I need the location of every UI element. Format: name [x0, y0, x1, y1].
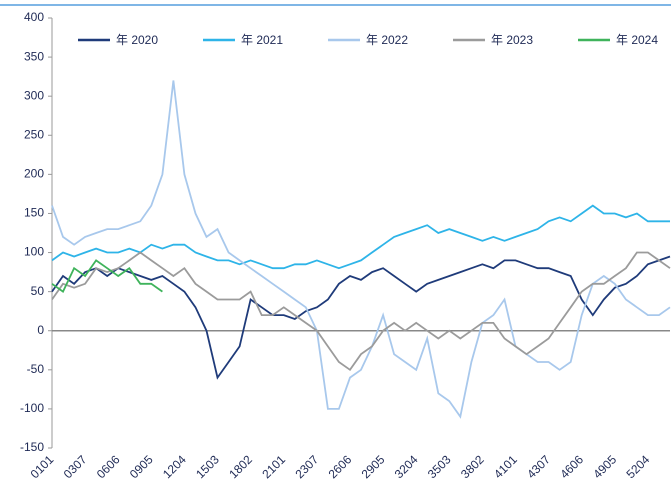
series-line: [51, 255, 671, 380]
x-tick-label: 0101: [28, 452, 57, 481]
y-tick-label: 250: [24, 127, 44, 141]
x-tick-label: 2606: [326, 452, 355, 481]
x-tick-label: 0606: [94, 452, 123, 481]
y-tick-label: 100: [24, 245, 44, 259]
x-tick-label: 2905: [359, 452, 388, 481]
x-tick-label: 4307: [524, 452, 553, 481]
x-tick-label: 5204: [624, 452, 653, 481]
y-tick-label: 400: [24, 10, 44, 24]
legend-label: 年 2024: [616, 33, 658, 47]
x-tick-label: 0307: [61, 452, 90, 481]
legend-label: 年 2022: [366, 33, 408, 47]
series-line: [51, 259, 163, 293]
x-tick-label: 3802: [458, 452, 487, 481]
y-tick-label: 150: [24, 206, 44, 220]
series-line: [51, 251, 671, 372]
y-tick-label: 50: [31, 284, 45, 298]
x-tick-label: 1204: [160, 452, 189, 481]
y-tick-label: 350: [24, 49, 44, 63]
x-tick-label: 1503: [193, 452, 222, 481]
x-tick-label: 4606: [557, 452, 586, 481]
y-tick-label: 200: [24, 167, 44, 181]
legend-label: 年 2020: [116, 33, 158, 47]
x-tick-label: 3204: [392, 452, 421, 481]
y-tick-label: 0: [37, 323, 44, 337]
y-tick-label: 300: [24, 88, 44, 102]
x-tick-label: 4101: [491, 452, 520, 481]
series-line: [51, 80, 671, 419]
x-tick-label: 3503: [425, 452, 454, 481]
legend-label: 年 2021: [241, 33, 283, 47]
x-tick-label: 2307: [292, 452, 321, 481]
series-line: [51, 204, 670, 270]
legend-label: 年 2023: [491, 33, 533, 47]
x-tick-label: 2101: [259, 452, 288, 481]
x-tick-label: 4905: [590, 452, 619, 481]
x-tick-label: 1802: [226, 452, 255, 481]
x-tick-label: 0905: [127, 452, 156, 481]
y-tick-label: -50: [27, 362, 45, 376]
y-tick-label: -150: [20, 440, 44, 454]
y-tick-label: -100: [20, 401, 44, 415]
